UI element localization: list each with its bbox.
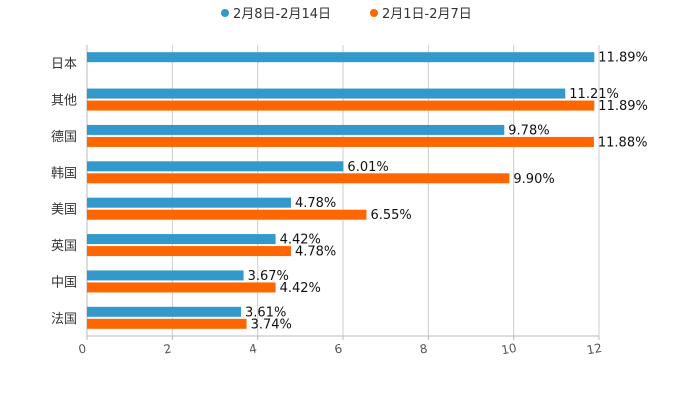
legend-label-series-2[interactable]: 2月1日-2月7日 [382, 7, 472, 22]
category-label: 美国 [51, 203, 77, 218]
x-axis-ticks: 0 2 4 6 8 10 12 [77, 336, 603, 357]
data-label: 6.01% [347, 160, 388, 175]
data-label: 9.90% [513, 172, 554, 187]
category-label: 其他 [51, 94, 77, 109]
bar-series-1[interactable] [87, 270, 244, 281]
bar-series-1[interactable] [87, 306, 242, 317]
bar-series-1[interactable] [87, 234, 276, 245]
bar-series-1[interactable] [87, 88, 566, 99]
data-label: 4.42% [280, 281, 321, 296]
bar-series-1[interactable] [87, 52, 595, 63]
x-tick-label: 10 [500, 341, 517, 357]
x-tick-label: 4 [248, 342, 258, 357]
legend: 2月8日-2月14日 2月1日-2月7日 [221, 7, 472, 22]
category-label: 日本 [51, 57, 77, 72]
data-label: 11.88% [598, 135, 648, 150]
data-label: 4.78% [295, 196, 336, 211]
data-label: 6.55% [370, 208, 411, 223]
bar-series-2[interactable] [87, 318, 247, 329]
data-label: 3.67% [248, 269, 289, 284]
data-label: 11.89% [598, 51, 648, 66]
data-label: 11.89% [598, 99, 648, 114]
x-tick-label: 12 [586, 341, 603, 357]
bar-series-2[interactable] [87, 282, 276, 293]
x-tick-label: 2 [163, 342, 173, 357]
x-tick-label: 0 [77, 342, 87, 357]
bar-series-1[interactable] [87, 161, 344, 172]
x-tick-label: 8 [419, 342, 429, 357]
data-label: 4.42% [280, 233, 321, 248]
category-label: 韩国 [51, 166, 77, 181]
category-label: 法国 [51, 312, 77, 327]
legend-label-series-1[interactable]: 2月8日-2月14日 [233, 7, 331, 22]
legend-marker-series-2 [370, 9, 378, 17]
data-label: 3.61% [245, 305, 286, 320]
category-label: 德国 [51, 130, 77, 145]
data-label: 11.21% [569, 87, 619, 102]
bar-series-1[interactable] [87, 124, 505, 135]
category-label: 中国 [51, 275, 77, 290]
bar-series-1[interactable] [87, 197, 291, 208]
bar-series-2[interactable] [87, 173, 510, 184]
bar-series-2[interactable] [87, 246, 291, 257]
bar-series-2[interactable] [87, 209, 367, 220]
category-label: 英国 [51, 239, 77, 254]
data-label: 3.74% [251, 317, 292, 332]
bars [87, 52, 595, 329]
legend-marker-series-1 [221, 9, 229, 17]
bar-series-2[interactable] [87, 100, 595, 111]
x-tick-label: 6 [333, 342, 343, 357]
data-label: 9.78% [508, 123, 549, 138]
bar-series-2[interactable] [87, 136, 594, 147]
data-label: 4.78% [295, 245, 336, 260]
value-labels: 11.89%11.21%11.89%9.78%11.88%6.01%9.90%4… [245, 51, 648, 333]
